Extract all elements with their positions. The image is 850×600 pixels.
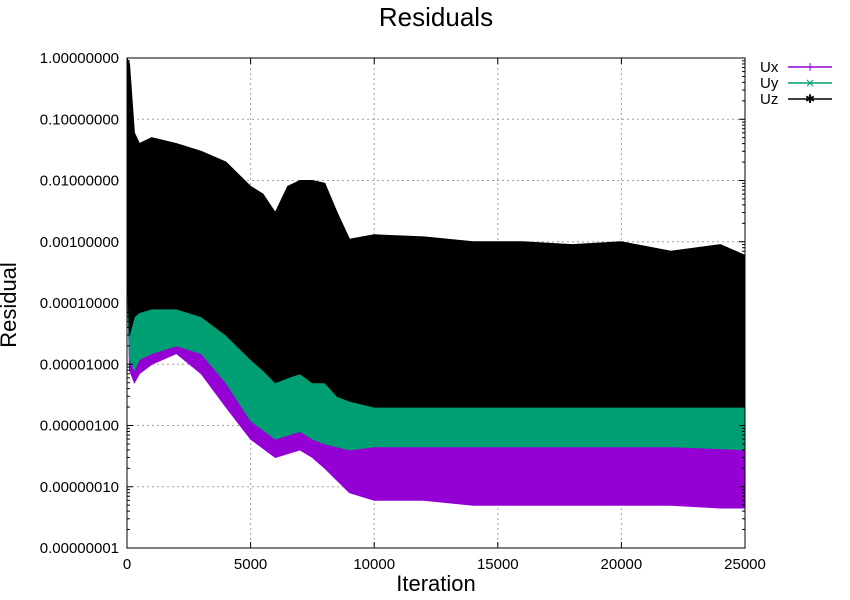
y-tick-label: 1.00000000	[40, 50, 119, 67]
legend: Ux + Uy × Uz ✱	[760, 59, 832, 108]
x-tick-label: 10000	[353, 556, 395, 573]
chart-title: Residuals	[379, 2, 493, 32]
y-tick-label: 0.00100000	[40, 234, 119, 251]
x-tick-label: 25000	[724, 556, 766, 573]
y-tick-label: 0.10000000	[40, 111, 119, 128]
legend-label-uz: Uz	[760, 91, 778, 108]
axis-ticks: 0 5000 10000 15000 20000 25000 1.00000000 0.100…	[40, 50, 766, 573]
y-tick-label: 0.00001000	[40, 356, 119, 373]
legend-marker-ux: +	[805, 60, 815, 74]
x-axis-label: Iteration	[396, 571, 476, 596]
legend-marker-uy: ×	[805, 76, 815, 90]
x-tick-label: 20000	[601, 556, 643, 573]
series-bands	[126, 57, 746, 509]
x-tick-label: 0	[123, 556, 131, 573]
x-tick-label: 15000	[477, 556, 519, 573]
y-tick-label: 0.00000010	[40, 479, 119, 496]
legend-marker-uz: ✱	[805, 92, 815, 106]
legend-label-ux: Ux	[760, 59, 779, 76]
legend-label-uy: Uy	[760, 75, 779, 92]
y-tick-label: 0.00000001	[40, 540, 119, 557]
y-tick-label: 0.00010000	[40, 295, 119, 312]
y-tick-label: 0.00000100	[40, 418, 119, 435]
y-tick-label: 0.01000000	[40, 173, 119, 190]
y-axis-label: Residual	[0, 262, 21, 348]
x-tick-label: 5000	[234, 556, 267, 573]
